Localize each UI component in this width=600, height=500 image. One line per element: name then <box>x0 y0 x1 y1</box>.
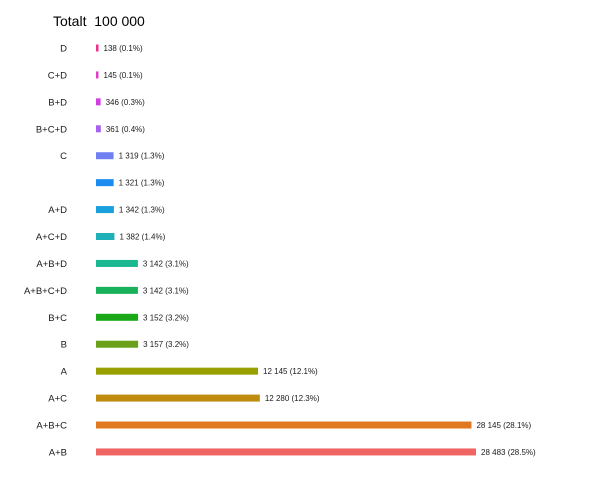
category-label: C <box>60 151 67 162</box>
bar <box>96 71 99 79</box>
category-label: A+C+D <box>36 232 67 243</box>
category-label: A+B+C <box>36 421 67 432</box>
bar <box>96 44 99 52</box>
bars-group: D 138 (0.1%) C+D 145 (0.1%) B+D 346 (0.3%) B+C… <box>24 44 536 459</box>
bar <box>96 448 476 456</box>
bar <box>96 367 259 375</box>
value-label: 3 142 (3.1%) <box>143 259 189 268</box>
value-label: 12 145 (12.1%) <box>263 367 318 376</box>
bar <box>96 259 138 267</box>
value-label: 3 142 (3.1%) <box>143 286 189 295</box>
category-label: B+D <box>48 97 67 108</box>
bar <box>96 421 472 429</box>
bar <box>96 98 101 106</box>
value-label: 28 145 (28.1%) <box>476 421 531 430</box>
category-label: B <box>61 340 67 351</box>
bar <box>96 125 101 133</box>
bar <box>96 313 139 321</box>
bar <box>96 179 114 187</box>
category-label: A+B <box>49 447 67 458</box>
value-label: 3 157 (3.2%) <box>143 340 189 349</box>
value-label: 3 152 (3.2%) <box>143 313 189 322</box>
category-label: D <box>60 44 67 55</box>
category-label: A <box>61 367 68 378</box>
value-label: 145 (0.1%) <box>104 71 143 80</box>
category-label: A+C <box>48 394 67 405</box>
category-label: A+B+C+D <box>24 286 67 297</box>
value-label: 1 321 (1.3%) <box>119 179 165 188</box>
bar <box>96 394 260 402</box>
value-label: 1 342 (1.3%) <box>119 206 165 215</box>
value-label: 346 (0.3%) <box>106 98 145 107</box>
category-label: B+C+D <box>36 124 67 135</box>
value-label: 361 (0.4%) <box>106 125 145 134</box>
category-label: A+B+D <box>36 259 67 270</box>
bar <box>96 286 138 294</box>
bar <box>96 233 115 241</box>
bar <box>96 340 139 348</box>
value-label: 12 280 (12.3%) <box>265 394 320 403</box>
value-label: 1 382 (1.4%) <box>119 233 165 242</box>
category-label: C+D <box>48 70 67 81</box>
bar <box>96 206 114 214</box>
category-label: B+C <box>48 313 67 324</box>
chart-title: Totalt 100 000 <box>53 13 145 29</box>
bar <box>96 152 114 160</box>
value-label: 138 (0.1%) <box>104 44 143 53</box>
value-label: 1 319 (1.3%) <box>119 152 165 161</box>
value-label: 28 483 (28.5%) <box>481 448 536 457</box>
category-label: A+D <box>48 205 67 216</box>
